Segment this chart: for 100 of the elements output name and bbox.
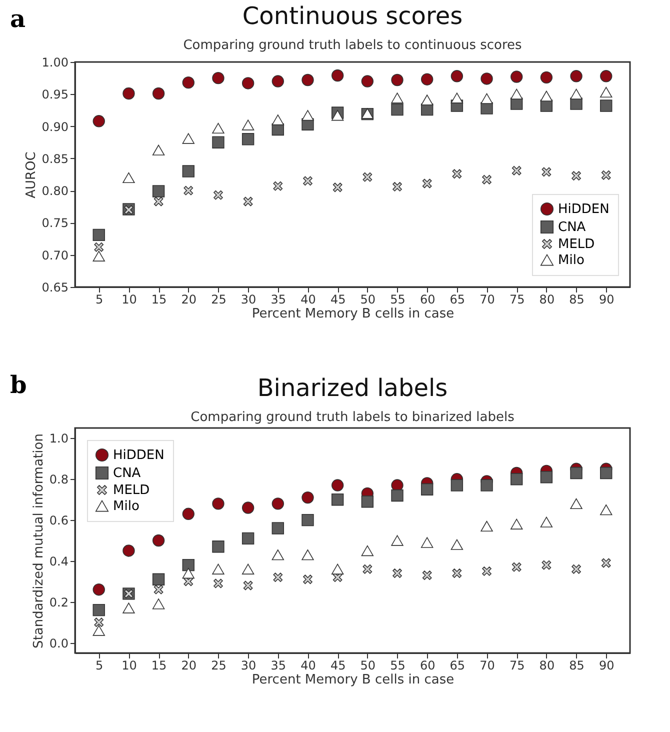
- point: [242, 133, 254, 146]
- point: [540, 71, 553, 84]
- point: [572, 564, 581, 574]
- point: [510, 88, 523, 100]
- x-tick-label: 50: [360, 658, 376, 672]
- y-axis-title: Standardized mutual information: [31, 434, 46, 648]
- x-tick-label: 90: [598, 292, 614, 306]
- point: [540, 516, 553, 528]
- point: [422, 570, 432, 580]
- x-tick-label: 80: [539, 658, 555, 672]
- point: [273, 181, 283, 191]
- point: [212, 136, 224, 148]
- point: [94, 242, 104, 252]
- point: [272, 114, 284, 126]
- point: [450, 70, 464, 82]
- x-tick-label: 50: [360, 292, 376, 306]
- x-tick-label: 40: [300, 658, 316, 672]
- point: [214, 190, 223, 200]
- point: [420, 94, 434, 106]
- point: [391, 74, 404, 86]
- legend-label: HiDDEN: [558, 202, 610, 217]
- x-tick-label: 30: [240, 292, 256, 306]
- x-tick-label: 5: [96, 292, 104, 306]
- legend-label: CNA: [113, 466, 141, 481]
- point: [480, 479, 493, 492]
- point: [542, 560, 552, 570]
- point: [331, 493, 344, 506]
- point: [302, 514, 314, 526]
- x-tick-label: 65: [450, 292, 466, 306]
- text: b: [10, 370, 27, 399]
- point: [303, 176, 312, 186]
- y-tick-label: 0.85: [42, 152, 68, 166]
- legend-label: Milo: [113, 499, 140, 514]
- x-tick-label: 85: [569, 292, 584, 306]
- point: [600, 100, 612, 112]
- text: a: [10, 4, 26, 33]
- point: [601, 170, 611, 180]
- point: [302, 110, 314, 121]
- x-tick-label: 10: [122, 292, 137, 306]
- point: [570, 466, 582, 480]
- point: [540, 470, 553, 484]
- x-axis-title: Percent Memory B cells in case: [252, 306, 454, 322]
- x-tick-label: 20: [181, 292, 197, 306]
- point: [92, 228, 105, 242]
- point: [420, 73, 434, 86]
- y-tick-label: 0.95: [42, 88, 68, 102]
- x-tick-label: 60: [420, 292, 436, 306]
- x-tick-label: 35: [270, 658, 286, 672]
- point: [331, 110, 344, 121]
- x-tick-label: 70: [480, 658, 495, 672]
- legend-label: CNA: [558, 220, 586, 235]
- x-tick-label: 25: [211, 658, 226, 672]
- point: [570, 70, 582, 82]
- point: [512, 166, 522, 176]
- point: [420, 483, 434, 496]
- point: [331, 564, 344, 574]
- point: [242, 77, 254, 90]
- x-tick-label: 20: [181, 658, 197, 672]
- point: [152, 573, 165, 586]
- x-tick-label: 5: [96, 658, 104, 672]
- y-tick-label: 0.2: [49, 595, 68, 610]
- point: [450, 92, 464, 104]
- point: [214, 578, 223, 588]
- point: [572, 171, 581, 180]
- point: [303, 574, 312, 584]
- point: [212, 540, 224, 553]
- point: [600, 466, 612, 480]
- point: [243, 580, 253, 590]
- x-tick-label: 70: [480, 292, 495, 306]
- x-axis-title: Percent Memory B cells in case: [252, 672, 454, 688]
- point: [122, 544, 135, 557]
- x-tick-label: 75: [509, 292, 525, 306]
- point: [92, 115, 105, 128]
- legend-label: HiDDEN: [113, 448, 164, 463]
- point: [361, 496, 374, 508]
- point: [242, 120, 254, 130]
- point: [361, 75, 374, 88]
- legend-label: Milo: [558, 253, 584, 268]
- point: [391, 103, 404, 116]
- point: [154, 584, 164, 594]
- point: [331, 69, 344, 82]
- point: [452, 568, 462, 578]
- x-tick-label: 10: [122, 658, 137, 672]
- y-tick-label: 1.0: [49, 432, 68, 446]
- point: [152, 144, 165, 156]
- x-tick-label: 65: [450, 658, 466, 672]
- point: [152, 185, 165, 198]
- point: [600, 70, 612, 82]
- point: [243, 196, 253, 206]
- y-tick-label: 0.0: [49, 636, 68, 650]
- y-tick-label: 0.90: [42, 120, 68, 134]
- point: [152, 534, 165, 547]
- x-tick-label: 30: [240, 658, 256, 672]
- point: [94, 618, 104, 627]
- y-tick-label: 0.6: [49, 514, 68, 528]
- point: [510, 473, 523, 486]
- x-tick-label: 45: [330, 658, 346, 672]
- point: [482, 174, 492, 184]
- point: [601, 558, 611, 568]
- point: [242, 532, 254, 545]
